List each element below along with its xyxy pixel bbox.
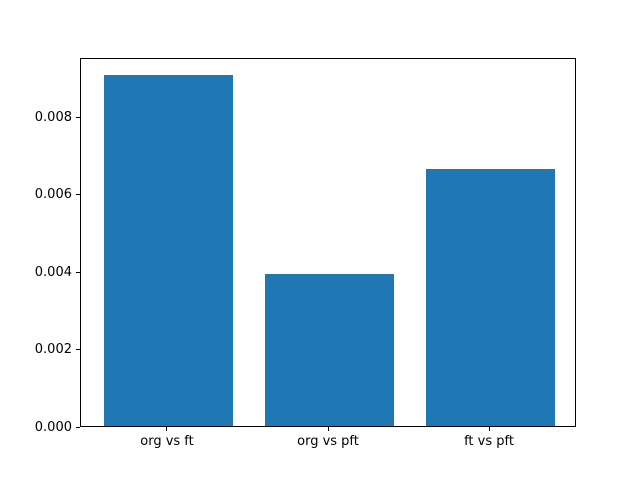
plot-area xyxy=(80,58,576,427)
x-tick-label: ft vs pft xyxy=(464,434,514,449)
bar-org-vs-ft xyxy=(104,75,233,426)
y-tick-label: 0.006 xyxy=(34,187,72,202)
y-tick-mark xyxy=(76,349,80,350)
y-tick-label: 0.008 xyxy=(34,110,72,125)
y-tick-label: 0.002 xyxy=(34,342,72,357)
bar-org-vs-pft xyxy=(265,274,394,426)
y-tick-label: 0.004 xyxy=(34,265,72,280)
y-tick-mark xyxy=(76,272,80,273)
x-tick-mark xyxy=(328,427,329,431)
y-tick-mark xyxy=(76,117,80,118)
x-tick-label: org vs pft xyxy=(297,434,359,449)
y-tick-mark xyxy=(76,194,80,195)
bar-ft-vs-pft xyxy=(426,169,555,426)
x-tick-mark xyxy=(166,427,167,431)
y-tick-label: 0.000 xyxy=(34,420,72,435)
y-tick-mark xyxy=(76,427,80,428)
x-tick-label: org vs ft xyxy=(140,434,194,449)
x-tick-mark xyxy=(489,427,490,431)
